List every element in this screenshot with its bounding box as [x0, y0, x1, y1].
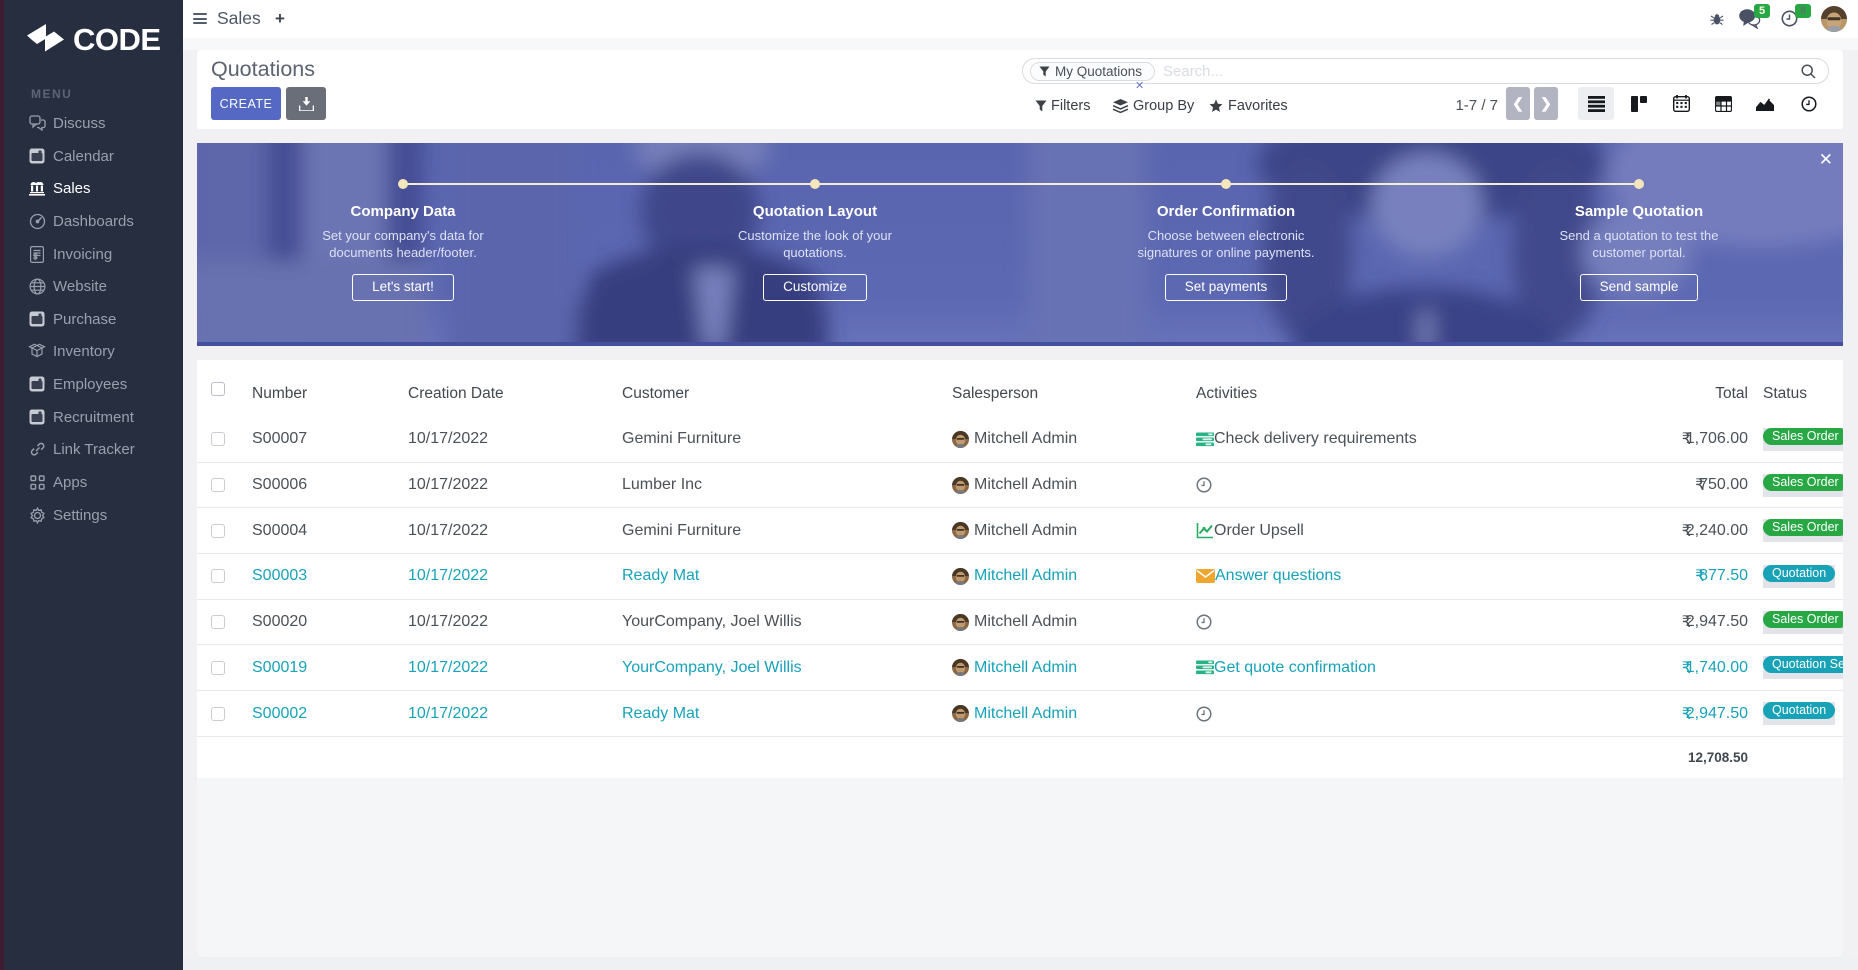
svg-text:CODE: CODE [73, 23, 161, 53]
svg-text:$: $ [33, 252, 38, 261]
